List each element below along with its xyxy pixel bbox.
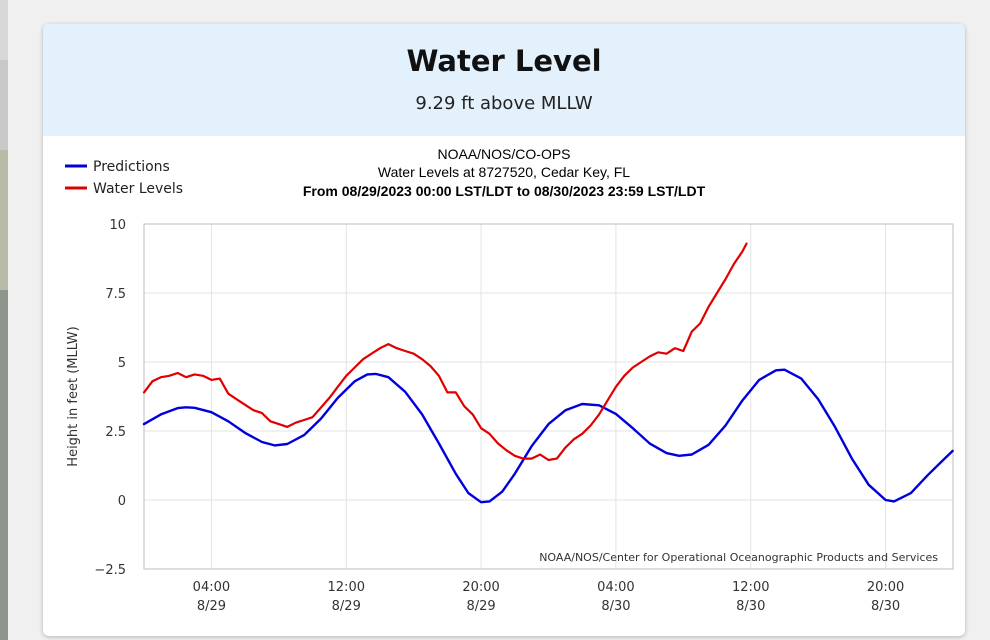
legend-predictions-label: Predictions — [93, 159, 170, 175]
water-level-card: Water Level 9.29 ft above MLLW — [43, 24, 965, 636]
x-tick-date-label: 8/30 — [871, 599, 900, 614]
y-tick-label: −2.5 — [94, 563, 126, 578]
x-tick-time-label: 12:00 — [328, 580, 365, 595]
chart-header-line-2: Water Levels at 8727520, Cedar Key, FL — [378, 164, 630, 180]
y-axis-ticks: 10 7.5 5 2.5 0 −2.5 — [94, 218, 126, 578]
series-layer — [142, 242, 954, 504]
y-tick-label: 10 — [109, 218, 126, 233]
chart-header-line-1: NOAA/NOS/CO-OPS — [437, 146, 570, 162]
card-title: Water Level — [406, 44, 602, 78]
x-tick-time-label: 04:00 — [597, 580, 634, 595]
background-blob — [0, 150, 8, 290]
legend: Predictions Water Levels — [65, 159, 183, 197]
y-tick-label: 5 — [118, 356, 126, 371]
y-tick-label: 2.5 — [105, 425, 126, 440]
plot-border — [143, 223, 954, 570]
card-header: Water Level 9.29 ft above MLLW — [43, 24, 965, 136]
y-tick-label: 7.5 — [105, 287, 126, 302]
water-levels-line — [142, 242, 748, 462]
y-axis-label: Height in feet (MLLW) — [66, 326, 81, 466]
x-tick-date-label: 8/30 — [601, 599, 630, 614]
x-axis-ticks: 04:00 8/29 12:00 8/29 20:00 8/29 04:00 8/30 12:0… — [193, 580, 905, 614]
grid — [144, 223, 953, 570]
background-blob — [0, 60, 8, 150]
x-tick-date-label: 8/29 — [332, 599, 361, 614]
x-tick-date-label: 8/29 — [197, 599, 226, 614]
chart-credit: NOAA/NOS/Center for Operational Oceanogr… — [539, 551, 938, 564]
background-blob — [0, 290, 8, 640]
x-tick-date-label: 8/29 — [466, 599, 495, 614]
x-tick-time-label: 20:00 — [462, 580, 499, 595]
chart-header-line-3: From 08/29/2023 00:00 LST/LDT to 08/30/2… — [303, 183, 706, 199]
card-subtitle: 9.29 ft above MLLW — [415, 93, 593, 114]
water-level-chart: 10 7.5 5 2.5 0 −2.5 04:00 8/29 12:00 8/29 20:00 8/… — [65, 146, 954, 614]
x-tick-time-label: 20:00 — [867, 580, 904, 595]
x-tick-time-label: 04:00 — [193, 580, 230, 595]
x-tick-time-label: 12:00 — [732, 580, 769, 595]
legend-water-levels-label: Water Levels — [93, 181, 183, 197]
predictions-line — [142, 368, 954, 504]
x-tick-date-label: 8/30 — [736, 599, 765, 614]
background-strip — [0, 0, 8, 640]
y-tick-label: 0 — [118, 494, 126, 509]
